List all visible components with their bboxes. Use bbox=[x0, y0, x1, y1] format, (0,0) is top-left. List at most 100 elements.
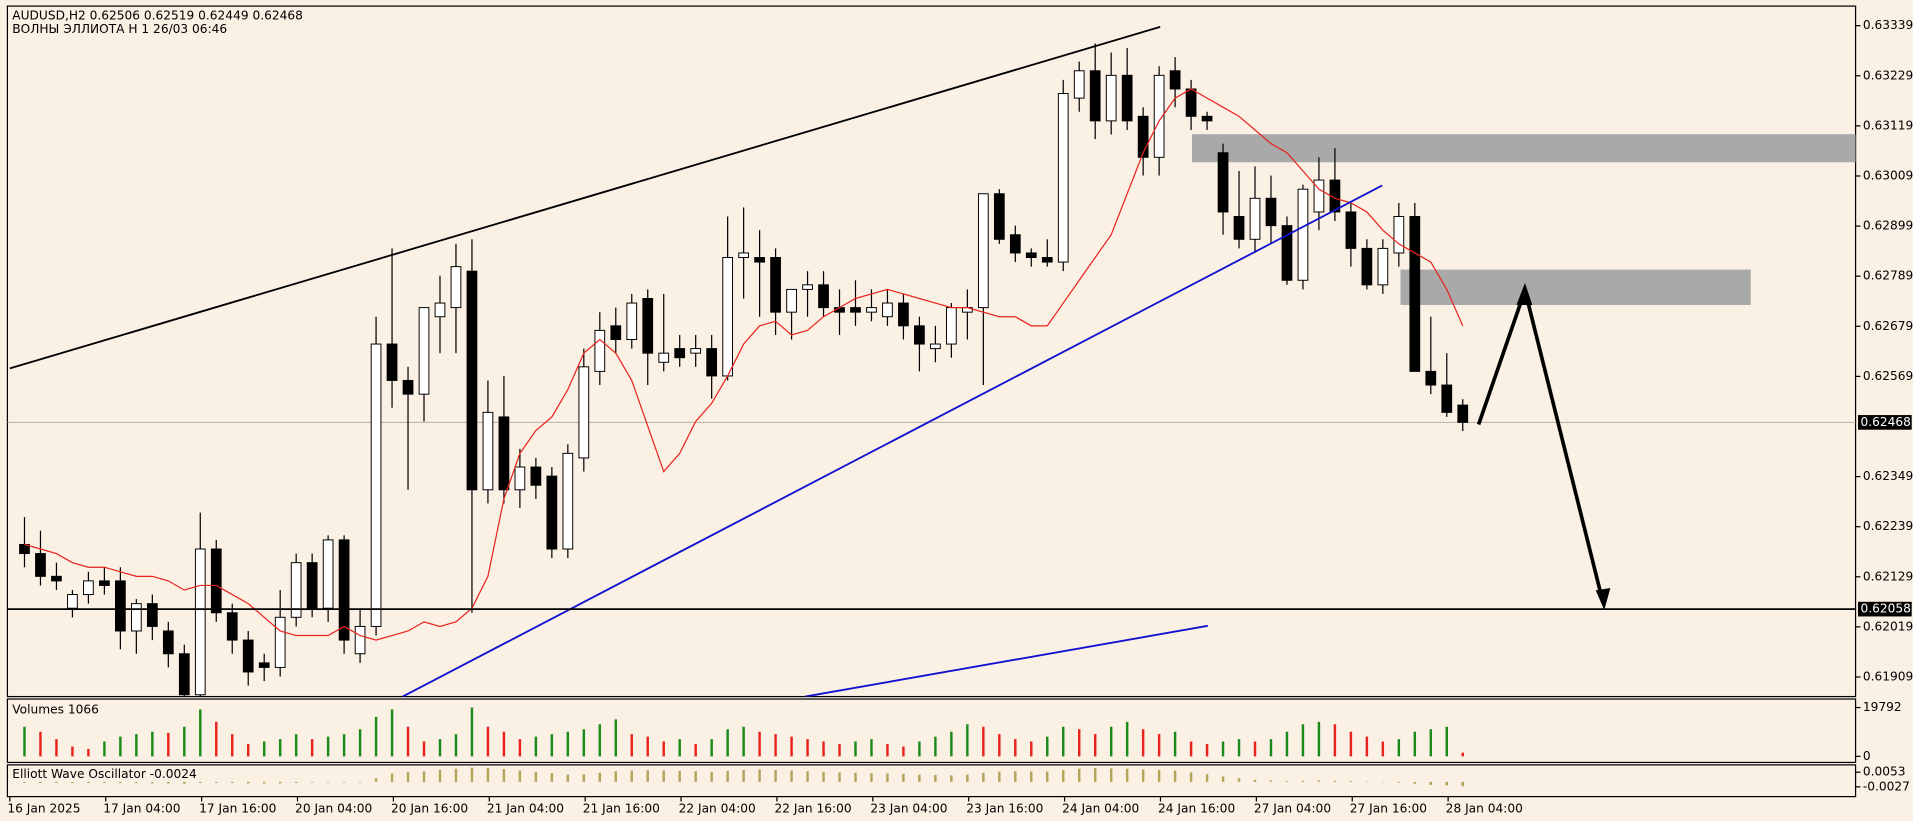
candle-body bbox=[162, 630, 174, 655]
candle-body bbox=[1249, 197, 1261, 240]
y-tick-label: 0.62129 bbox=[1863, 569, 1913, 583]
header-label: ВОЛНЫ ЭЛЛИОТА Н 1 26/03 06:46 bbox=[12, 22, 227, 36]
candle-body bbox=[1361, 247, 1373, 286]
x-tick-label: 16 Jan 2025 bbox=[7, 801, 80, 815]
candle-body bbox=[354, 625, 366, 655]
candle-body bbox=[370, 343, 382, 627]
arrow-head-down bbox=[1595, 587, 1611, 610]
y-tick-label: 0.63009 bbox=[1863, 168, 1913, 182]
candle-body bbox=[1089, 70, 1101, 122]
candle-body bbox=[290, 562, 302, 618]
candle-body bbox=[466, 270, 478, 491]
candle-body bbox=[482, 411, 494, 491]
candle-body bbox=[850, 307, 861, 313]
zone-upper bbox=[1191, 134, 1856, 163]
x-tick-label: 21 Jan 04:00 bbox=[487, 801, 564, 815]
x-tick-label: 24 Jan 04:00 bbox=[1062, 801, 1139, 815]
candle-body bbox=[1041, 257, 1053, 263]
x-tick-label: 23 Jan 04:00 bbox=[870, 801, 947, 815]
oscillator-tick-label: -0.0027 bbox=[1863, 779, 1910, 793]
x-tick-label: 24 Jan 16:00 bbox=[1158, 801, 1235, 815]
price-label-bg bbox=[1858, 415, 1912, 430]
candle-body bbox=[1105, 74, 1117, 122]
x-tick-label: 17 Jan 04:00 bbox=[103, 801, 180, 815]
candle-body bbox=[818, 284, 829, 309]
level-label: 0.62058 bbox=[1860, 602, 1910, 616]
candle-body bbox=[1169, 70, 1181, 90]
candle-body bbox=[418, 307, 430, 395]
main-pane bbox=[6, 5, 1857, 698]
price-area bbox=[7, 43, 1856, 697]
candle-body bbox=[402, 379, 414, 395]
moving-average bbox=[24, 88, 1464, 641]
candle-body bbox=[514, 466, 526, 491]
y-tick-label: 0.63339 bbox=[1863, 18, 1913, 32]
candle-body bbox=[178, 653, 190, 696]
x-tick-label: 20 Jan 16:00 bbox=[391, 801, 468, 815]
candle-body bbox=[930, 343, 941, 350]
candle-body bbox=[770, 257, 781, 313]
candle-body bbox=[226, 612, 238, 641]
x-tick-label: 22 Jan 16:00 bbox=[774, 801, 851, 815]
candle-body bbox=[610, 325, 622, 340]
candle-body bbox=[786, 288, 797, 313]
y-tick-label: 0.62679 bbox=[1863, 319, 1913, 333]
trend-line-blue bbox=[402, 184, 1383, 697]
y-tick-label: 0.62899 bbox=[1863, 219, 1913, 233]
candle-body bbox=[802, 284, 813, 290]
candle-body bbox=[530, 466, 542, 486]
candle-body bbox=[1297, 188, 1309, 281]
x-tick-label: 22 Jan 04:00 bbox=[679, 801, 756, 815]
candle-body bbox=[914, 325, 925, 345]
candle-body bbox=[658, 352, 670, 363]
candle-body bbox=[1121, 74, 1133, 122]
y-tick-label: 0.62239 bbox=[1863, 519, 1913, 533]
candle-body bbox=[51, 575, 62, 582]
trend-line-upper bbox=[9, 25, 1161, 370]
candle-body bbox=[1217, 152, 1229, 213]
candle-body bbox=[1377, 247, 1389, 286]
candle-body bbox=[1025, 252, 1037, 258]
candle-body bbox=[738, 252, 749, 258]
candle-body bbox=[322, 539, 334, 609]
candle-body bbox=[1313, 179, 1325, 213]
candle-body bbox=[434, 302, 446, 318]
candle-body bbox=[1153, 74, 1165, 158]
x-tick-label: 17 Jan 16:00 bbox=[199, 801, 276, 815]
candle-body bbox=[1425, 370, 1437, 386]
candle-body bbox=[67, 594, 78, 609]
candle-body bbox=[242, 639, 254, 673]
candle-body bbox=[1441, 384, 1453, 413]
candle-body bbox=[306, 562, 318, 609]
candle-body bbox=[1345, 211, 1357, 249]
candle-body bbox=[1009, 234, 1021, 254]
volume-tick-label: 0 bbox=[1863, 749, 1871, 763]
candle-body bbox=[115, 580, 126, 632]
candle-body bbox=[594, 329, 606, 372]
zone-lower bbox=[1400, 269, 1751, 305]
candle-body bbox=[19, 543, 30, 555]
x-tick-label: 21 Jan 16:00 bbox=[583, 801, 660, 815]
x-tick-label: 20 Jan 04:00 bbox=[295, 801, 372, 815]
candle-body bbox=[1137, 115, 1149, 158]
axes: 0.63339 0.63229 0.63119 0.63009 0.62899 0.627… bbox=[7, 18, 1913, 815]
candle-body bbox=[498, 416, 510, 491]
y-tick-label: 0.63119 bbox=[1863, 118, 1913, 132]
oscillator-pane bbox=[6, 764, 1857, 798]
level-label-bg bbox=[1858, 601, 1912, 617]
candle-body bbox=[1057, 93, 1069, 263]
candle-body bbox=[1393, 216, 1405, 254]
candle-body bbox=[1409, 216, 1421, 372]
candle-body bbox=[1457, 404, 1469, 423]
arrow-head-up bbox=[1516, 283, 1533, 305]
candle-body bbox=[1281, 225, 1293, 281]
candle-body bbox=[146, 603, 158, 627]
oscillator-bars bbox=[23, 767, 1464, 787]
y-tick-label: 0.62569 bbox=[1863, 369, 1913, 383]
candle-body bbox=[866, 307, 877, 313]
candle-body bbox=[1073, 70, 1085, 99]
candle-body bbox=[898, 302, 909, 327]
